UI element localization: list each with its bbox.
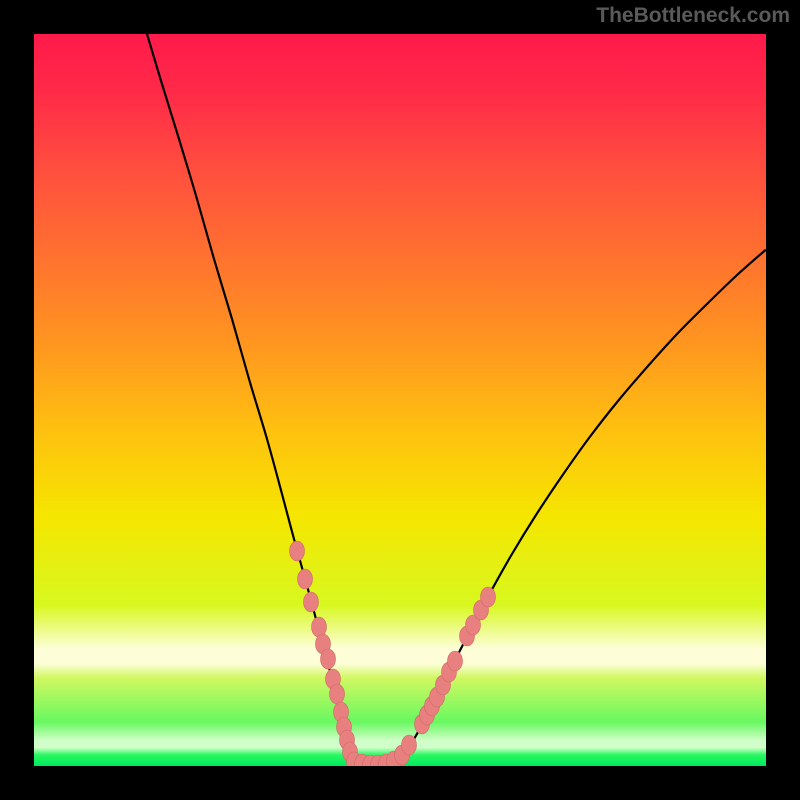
data-markers xyxy=(290,541,496,766)
data-marker xyxy=(290,541,305,561)
data-marker xyxy=(448,651,463,671)
data-marker xyxy=(321,649,336,669)
data-marker xyxy=(402,735,417,755)
data-marker xyxy=(304,592,319,612)
data-marker xyxy=(481,587,496,607)
watermark-text: TheBottleneck.com xyxy=(596,4,790,28)
data-marker xyxy=(330,684,345,704)
curve-right xyxy=(354,250,766,766)
chart-plot-area xyxy=(34,34,766,766)
chart-curves xyxy=(34,34,766,766)
data-marker xyxy=(298,569,313,589)
